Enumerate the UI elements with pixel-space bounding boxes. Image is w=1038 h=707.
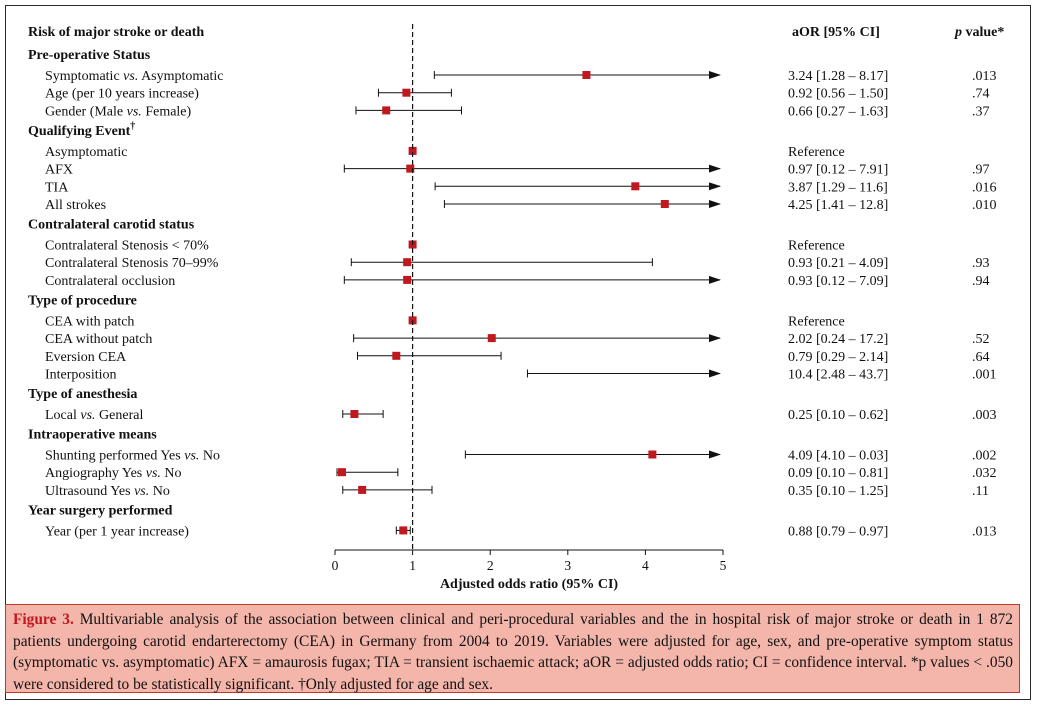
row-label: Symptomatic vs. Asymptomatic: [45, 69, 224, 84]
row-p: .94: [972, 274, 990, 289]
header-aor: aOR [95% CI]: [792, 25, 880, 40]
point-estimate: [406, 164, 415, 173]
group-label: Pre-operative Status: [28, 48, 151, 63]
row-label: Year (per 1 year increase): [45, 524, 189, 539]
row-aor: 0.09 [0.10 – 0.81]: [788, 466, 888, 481]
x-tick-label: 2: [487, 558, 494, 573]
row-p: .032: [972, 466, 997, 481]
row-p: .013: [972, 524, 997, 539]
row-aor: Reference: [788, 239, 845, 254]
forest-plot: Risk of major stroke or death aOR [95% CI…: [28, 24, 1004, 592]
x-tick-label: 1: [409, 558, 416, 573]
row-label: Interposition: [45, 368, 117, 383]
row-p: .52: [972, 332, 990, 347]
group-label: Type of procedure: [28, 293, 137, 308]
row-p: .37: [972, 104, 990, 119]
row-aor: 4.25 [1.41 – 12.8]: [788, 198, 888, 213]
row-p: .97: [972, 163, 990, 178]
row-label: Ultrasound Yes vs. No: [45, 484, 170, 499]
row-p: .016: [972, 180, 997, 195]
row-label: Gender (Male vs. Female): [45, 104, 192, 119]
row-label: Contralateral occlusion: [45, 274, 175, 289]
row-aor: 0.66 [0.27 – 1.63]: [788, 104, 888, 119]
row-p: .001: [972, 368, 997, 383]
row-label: Local vs. General: [45, 408, 143, 423]
x-axis-label: Adjusted odds ratio (95% CI): [440, 577, 618, 592]
row-label: AFX: [45, 163, 73, 178]
point-estimate: [631, 182, 640, 191]
x-tick-label: 5: [720, 558, 727, 573]
row-label: CEA with patch: [45, 314, 134, 329]
row-aor: 4.09 [4.10 – 0.03]: [788, 449, 888, 464]
figure-frame: Risk of major stroke or death aOR [95% CI…: [5, 5, 1031, 700]
point-estimate: [402, 88, 411, 97]
x-tick-label: 4: [642, 558, 649, 573]
caption-label: Figure 3.: [13, 611, 74, 628]
point-estimate: [392, 351, 401, 360]
point-estimate: [350, 410, 359, 418]
row-aor: 0.88 [0.79 – 0.97]: [788, 524, 888, 539]
x-tick-label: 0: [332, 558, 339, 573]
row-aor: 0.93 [0.12 – 7.09]: [788, 274, 888, 289]
row-aor: 10.4 [2.48 – 43.7]: [788, 368, 888, 383]
row-label: Angiography Yes vs. No: [45, 466, 182, 481]
row-aor: 0.35 [0.10 – 1.25]: [788, 484, 888, 499]
row-p: .010: [972, 198, 997, 213]
row-label: Eversion CEA: [45, 350, 127, 365]
row-label: CEA without patch: [45, 332, 152, 347]
row-p: .013: [972, 69, 997, 84]
row-aor: Reference: [788, 314, 845, 329]
group-label: Intraoperative means: [28, 428, 157, 443]
row-label: Contralateral Stenosis 70–99%: [45, 256, 219, 271]
group-label: Qualifying Event†: [28, 121, 135, 139]
row-aor: 2.02 [0.24 – 17.2]: [788, 332, 888, 347]
header-p: p value*: [954, 25, 1004, 40]
row-aor: 0.25 [0.10 – 0.62]: [788, 408, 888, 423]
row-p: .002: [972, 449, 997, 464]
row-label: Contralateral Stenosis < 70%: [45, 239, 209, 254]
row-p: .74: [972, 87, 990, 102]
row-label: TIA: [45, 180, 69, 195]
point-estimate: [358, 485, 367, 494]
figure-caption: Figure 3. Multivariable analysis of the …: [5, 604, 1020, 693]
caption-text: Multivariable analysis of the associatio…: [13, 611, 1013, 693]
row-aor: 0.97 [0.12 – 7.91]: [788, 163, 888, 178]
row-aor: 0.79 [0.29 – 2.14]: [788, 350, 888, 365]
point-estimate: [660, 200, 669, 208]
row-label: All strokes: [45, 198, 106, 213]
point-estimate: [403, 258, 412, 267]
group-label: Contralateral carotid status: [28, 218, 195, 233]
point-estimate: [399, 526, 408, 535]
point-estimate: [382, 106, 391, 115]
group-label: Type of anesthesia: [28, 387, 137, 402]
point-estimate: [648, 450, 657, 459]
row-p: .64: [972, 350, 990, 365]
point-estimate: [487, 334, 496, 343]
row-p: .003: [972, 408, 997, 423]
header-left: Risk of major stroke or death: [28, 25, 204, 40]
row-aor: 0.92 [0.56 – 1.50]: [788, 87, 888, 102]
point-estimate: [408, 146, 417, 155]
row-label: Asymptomatic: [45, 145, 127, 160]
row-p: .93: [972, 256, 990, 271]
group-label: Year surgery performed: [28, 503, 173, 518]
row-label: Age (per 10 years increase): [45, 87, 199, 102]
row-aor: 0.93 [0.21 – 4.09]: [788, 256, 888, 271]
row-label: Shunting performed Yes vs. No: [45, 449, 220, 464]
point-estimate: [582, 71, 591, 79]
row-aor: Reference: [788, 145, 845, 160]
row-aor: 3.24 [1.28 – 8.17]: [788, 69, 888, 84]
x-tick-label: 3: [564, 558, 571, 573]
point-estimate: [403, 275, 412, 284]
row-p: .11: [972, 484, 989, 499]
row-aor: 3.87 [1.29 – 11.6]: [788, 180, 888, 195]
point-estimate: [337, 468, 346, 477]
